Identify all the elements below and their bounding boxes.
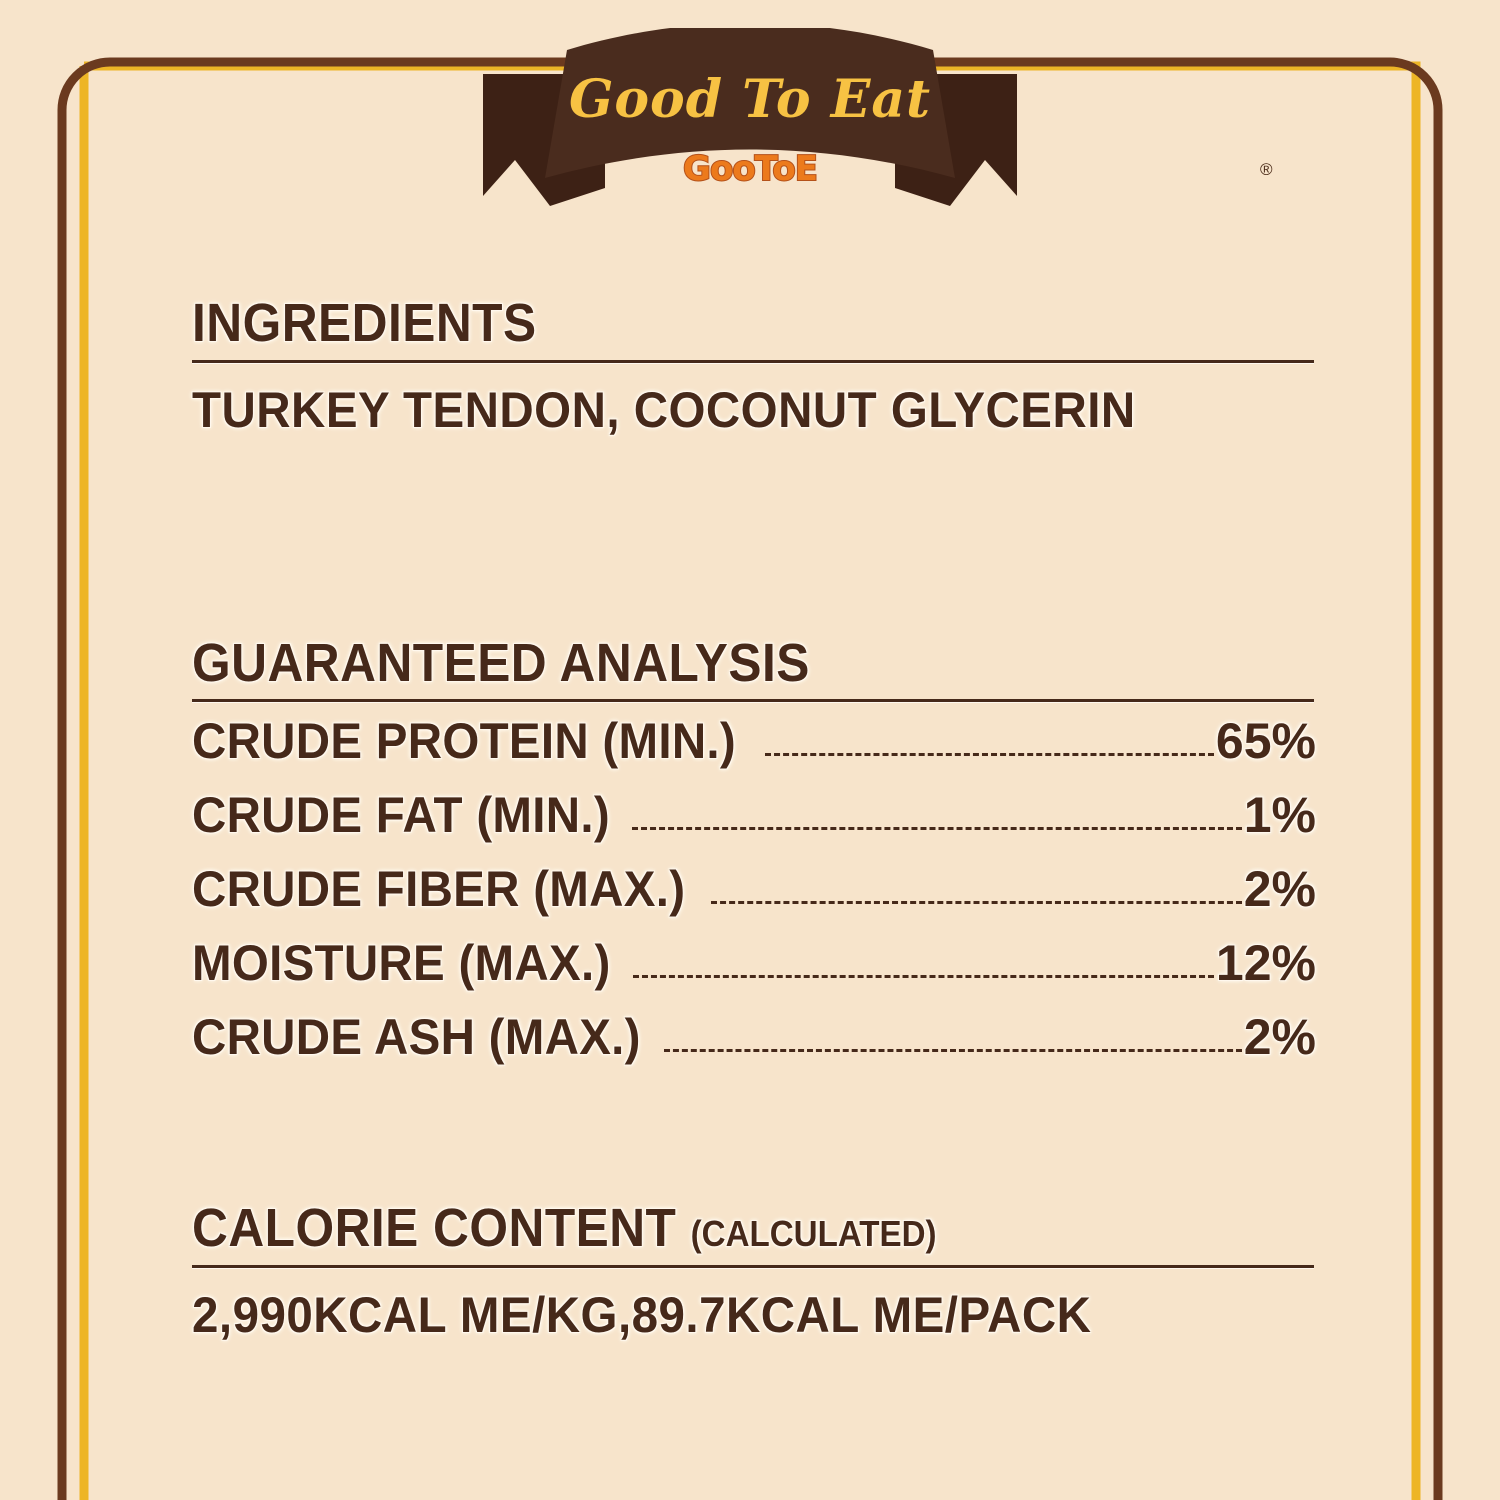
brand-logo-gootoe: GooToE [682,149,819,189]
registered-trademark-icon: ® [1260,160,1273,179]
label-content: INGREDIENTS TURKEY TENDON, COCONUT GLYCE… [192,295,1316,1344]
ingredients-section: INGREDIENTS TURKEY TENDON, COCONUT GLYCE… [192,295,1316,439]
leader-dots [764,753,1214,757]
brand-banner: Good To Eat GooToE ® [455,28,1273,208]
analysis-row: CRUDE ASH (MAX.) 2% [192,1008,1316,1082]
calorie-content-heading-main: CALORIE CONTENT [192,1198,677,1259]
analysis-value: 2% [1243,1009,1316,1066]
analysis-row: MOISTURE (MAX.) 12% [192,934,1316,1008]
banner-title: Good To Eat [568,69,932,130]
analysis-row: CRUDE FIBER (MAX.) 2% [192,860,1316,934]
spacer-two [192,1082,1316,1200]
leader-dots [631,827,1242,831]
ribbon-band [545,28,955,178]
leader-dots [632,975,1214,979]
analysis-label: CRUDE FAT (MIN.) [192,787,610,844]
analysis-value: 65% [1215,713,1316,770]
leader-dots [711,901,1242,905]
guaranteed-analysis-section: GUARANTEED ANALYSIS CRUDE PROTEIN (MIN.)… [192,632,1316,1083]
guaranteed-analysis-heading: GUARANTEED ANALYSIS [192,632,810,693]
analysis-label: CRUDE FIBER (MAX.) [192,861,686,918]
ingredients-heading: INGREDIENTS [192,293,537,353]
guaranteed-analysis-divider [192,699,1314,703]
analysis-row: CRUDE PROTEIN (MIN.) 65% [192,712,1316,786]
spacer-one [192,439,1316,635]
calorie-content-heading-note: (CALCULATED) [690,1213,937,1255]
analysis-value: 12% [1215,935,1316,992]
leader-dots [664,1049,1242,1053]
analysis-label: CRUDE ASH (MAX.) [192,1009,641,1066]
analysis-row: CRUDE FAT (MIN.) 1% [192,786,1316,860]
calorie-content-text: 2,990KCAL ME/KG,89.7KCAL ME/PACK [192,1287,1092,1344]
analysis-value: 2% [1243,861,1316,918]
analysis-label: CRUDE PROTEIN (MIN.) [192,713,737,770]
calorie-content-heading: CALORIE CONTENT (CALCULATED) [192,1200,1226,1257]
calorie-content-divider [192,1265,1314,1269]
analysis-value: 1% [1243,787,1316,844]
analysis-label: MOISTURE (MAX.) [192,935,611,992]
calorie-content-section: CALORIE CONTENT (CALCULATED) 2,990KCAL M… [192,1200,1316,1344]
ingredients-divider [192,359,1314,363]
ingredients-text: TURKEY TENDON, COCONUT GLYCERIN [192,381,1136,438]
